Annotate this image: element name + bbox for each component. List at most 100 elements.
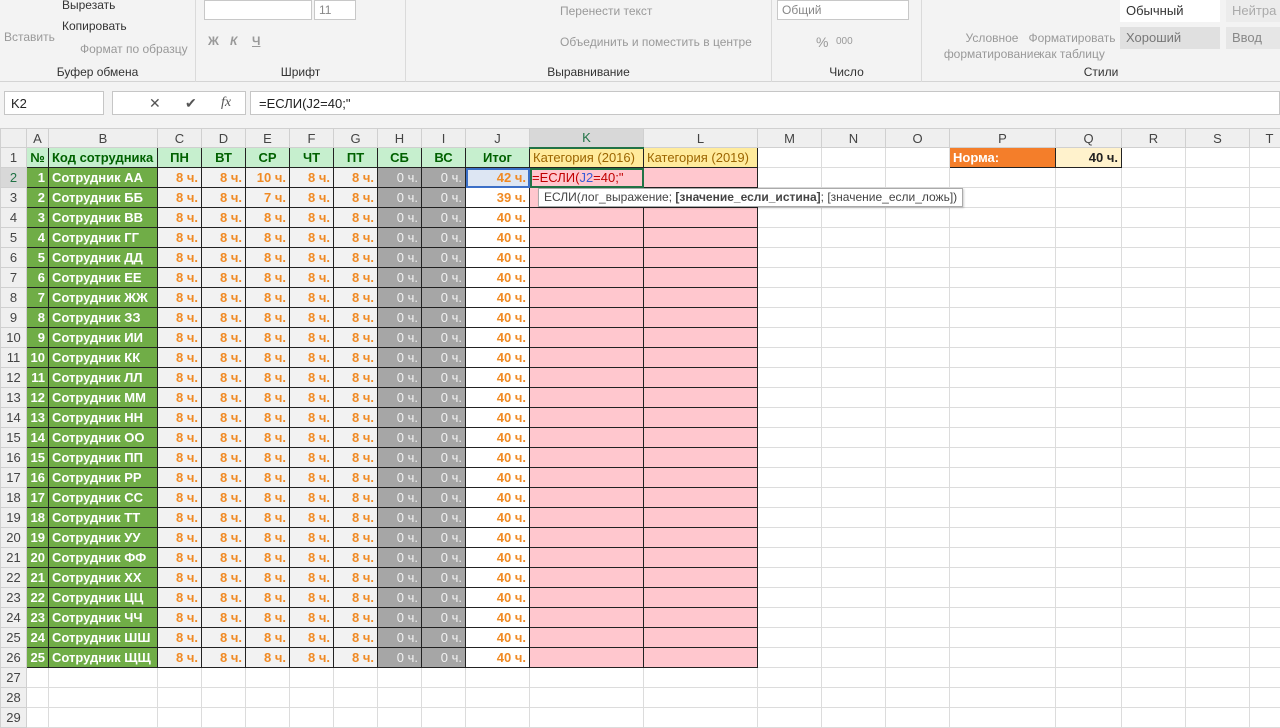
cell[interactable] <box>1056 628 1122 648</box>
cell[interactable] <box>1186 508 1250 528</box>
cell[interactable] <box>1056 668 1122 688</box>
employee-name[interactable]: Сотрудник СС <box>49 488 158 508</box>
bold-button[interactable]: Ж <box>208 34 219 48</box>
cell[interactable] <box>1056 488 1122 508</box>
total-cell[interactable]: 40 ч. <box>466 548 530 568</box>
category-2019-cell[interactable] <box>644 388 758 408</box>
hours-cell[interactable]: 0 ч. <box>422 508 466 528</box>
employee-number[interactable]: 6 <box>27 268 49 288</box>
cell[interactable] <box>1122 188 1186 208</box>
header-cell[interactable]: СБ <box>378 148 422 168</box>
row-header-24[interactable]: 24 <box>1 608 27 628</box>
percent-button[interactable]: % <box>816 34 828 50</box>
column-header-J[interactable]: J <box>466 129 530 148</box>
insert-function-icon[interactable]: fx <box>221 95 231 111</box>
employee-number[interactable]: 5 <box>27 248 49 268</box>
row-header-21[interactable]: 21 <box>1 548 27 568</box>
cell[interactable] <box>758 508 822 528</box>
hours-cell[interactable]: 8 ч. <box>334 168 378 188</box>
cell[interactable] <box>1186 408 1250 428</box>
cell[interactable] <box>1186 168 1250 188</box>
cell[interactable] <box>1186 688 1250 708</box>
cell[interactable] <box>1186 308 1250 328</box>
hours-cell[interactable]: 0 ч. <box>422 388 466 408</box>
cell[interactable] <box>1122 408 1186 428</box>
cell[interactable] <box>886 488 950 508</box>
hours-cell[interactable]: 8 ч. <box>290 568 334 588</box>
row-header-20[interactable]: 20 <box>1 528 27 548</box>
hours-cell[interactable]: 8 ч. <box>158 548 202 568</box>
cell[interactable] <box>950 208 1056 228</box>
cell[interactable] <box>1250 208 1280 228</box>
cell[interactable] <box>1186 228 1250 248</box>
category-2019-cell[interactable] <box>644 368 758 388</box>
cell[interactable] <box>530 688 644 708</box>
hours-cell[interactable]: 0 ч. <box>422 348 466 368</box>
hours-cell[interactable]: 0 ч. <box>378 308 422 328</box>
cell[interactable] <box>822 368 886 388</box>
total-cell[interactable]: 40 ч. <box>466 348 530 368</box>
employee-name[interactable]: Сотрудник ВВ <box>49 208 158 228</box>
cell[interactable] <box>1056 228 1122 248</box>
cell[interactable] <box>1122 448 1186 468</box>
hours-cell[interactable]: 8 ч. <box>202 288 246 308</box>
hours-cell[interactable]: 0 ч. <box>378 408 422 428</box>
hours-cell[interactable]: 0 ч. <box>378 508 422 528</box>
cell[interactable] <box>822 288 886 308</box>
column-header-M[interactable]: M <box>758 129 822 148</box>
hours-cell[interactable]: 8 ч. <box>158 328 202 348</box>
cell[interactable] <box>466 668 530 688</box>
hours-cell[interactable]: 8 ч. <box>290 368 334 388</box>
hours-cell[interactable]: 0 ч. <box>422 208 466 228</box>
total-cell[interactable]: 40 ч. <box>466 628 530 648</box>
hours-cell[interactable]: 8 ч. <box>158 528 202 548</box>
employee-number[interactable]: 3 <box>27 208 49 228</box>
employee-number[interactable]: 19 <box>27 528 49 548</box>
cell[interactable] <box>822 608 886 628</box>
category-2019-cell[interactable] <box>644 468 758 488</box>
cell[interactable] <box>1186 188 1250 208</box>
cell[interactable] <box>758 328 822 348</box>
hours-cell[interactable]: 0 ч. <box>378 448 422 468</box>
cell[interactable] <box>822 488 886 508</box>
cancel-icon[interactable]: ✕ <box>149 95 161 112</box>
hours-cell[interactable]: 0 ч. <box>378 568 422 588</box>
cell[interactable] <box>1056 388 1122 408</box>
cell[interactable] <box>950 548 1056 568</box>
cell[interactable] <box>378 708 422 728</box>
cell[interactable] <box>1056 548 1122 568</box>
employee-name[interactable]: Сотрудник ИИ <box>49 328 158 348</box>
font-name-select[interactable] <box>204 0 312 20</box>
cell[interactable] <box>290 688 334 708</box>
cell[interactable] <box>1056 288 1122 308</box>
hours-cell[interactable]: 0 ч. <box>422 228 466 248</box>
hours-cell[interactable]: 0 ч. <box>422 248 466 268</box>
category-2019-cell[interactable] <box>644 228 758 248</box>
cell[interactable] <box>27 668 49 688</box>
hours-cell[interactable]: 0 ч. <box>378 248 422 268</box>
cell[interactable] <box>758 708 822 728</box>
hours-cell[interactable]: 0 ч. <box>378 428 422 448</box>
category-2016-cell[interactable] <box>530 328 644 348</box>
hours-cell[interactable]: 8 ч. <box>290 348 334 368</box>
hours-cell[interactable]: 8 ч. <box>158 508 202 528</box>
cell[interactable] <box>950 348 1056 368</box>
number-format-select[interactable]: Общий <box>777 0 909 20</box>
hours-cell[interactable]: 8 ч. <box>246 648 290 668</box>
employee-number[interactable]: 21 <box>27 568 49 588</box>
category-2016-cell[interactable] <box>530 588 644 608</box>
employee-number[interactable]: 14 <box>27 428 49 448</box>
hours-cell[interactable]: 8 ч. <box>202 488 246 508</box>
row-header-6[interactable]: 6 <box>1 248 27 268</box>
cell[interactable] <box>644 668 758 688</box>
cell[interactable] <box>758 528 822 548</box>
cell[interactable] <box>1122 468 1186 488</box>
cell[interactable] <box>1056 188 1122 208</box>
hours-cell[interactable]: 8 ч. <box>246 608 290 628</box>
employee-number[interactable]: 1 <box>27 168 49 188</box>
cell[interactable] <box>822 268 886 288</box>
hours-cell[interactable]: 8 ч. <box>290 508 334 528</box>
cell[interactable] <box>1250 528 1280 548</box>
category-2016-cell[interactable]: =ЕСЛИ(J2=40;" <box>530 168 644 188</box>
cell[interactable] <box>334 688 378 708</box>
